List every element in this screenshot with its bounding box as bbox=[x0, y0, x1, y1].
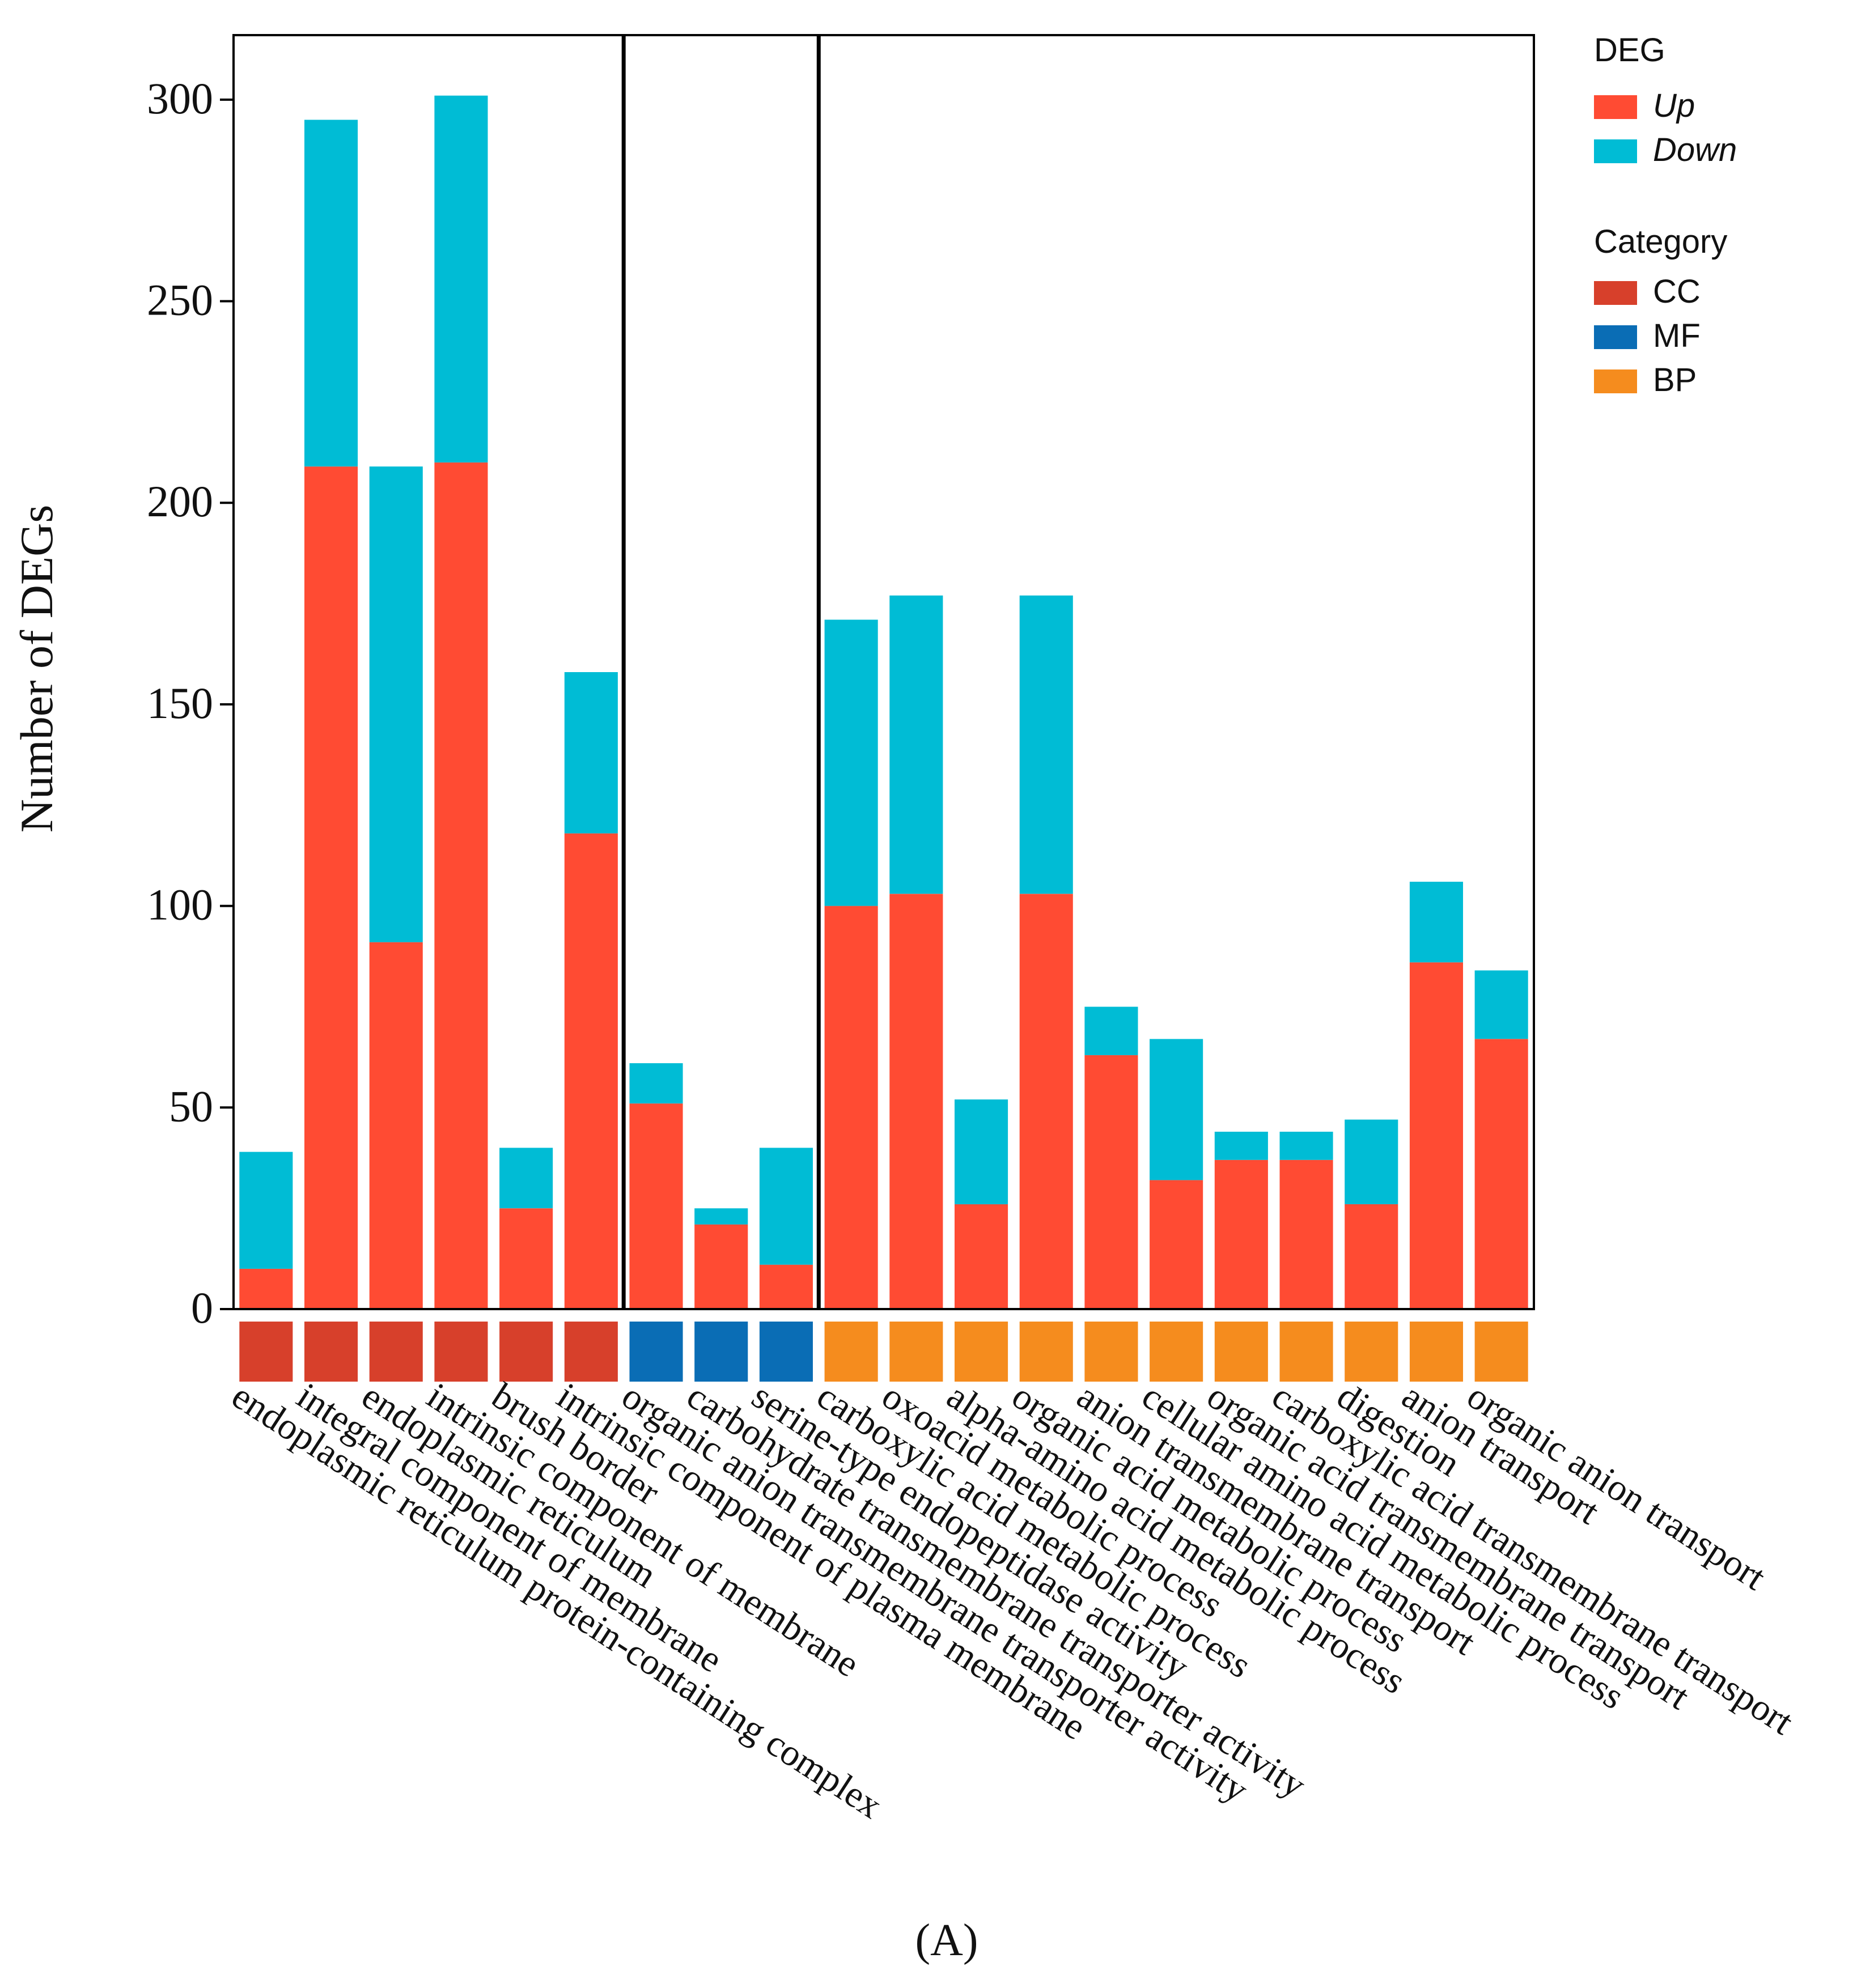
category-strip bbox=[239, 1322, 1528, 1382]
legend-label-bp: BP bbox=[1653, 362, 1697, 398]
category-cell-bp-13 bbox=[1019, 1322, 1073, 1382]
bar-down-19 bbox=[1409, 881, 1463, 963]
bar-down-11 bbox=[889, 595, 943, 894]
category-cell-cc-5 bbox=[499, 1322, 553, 1382]
category-cell-bp-12 bbox=[955, 1322, 1008, 1382]
legend-swatch-bp bbox=[1594, 369, 1637, 393]
category-cell-bp-16 bbox=[1214, 1322, 1268, 1382]
category-cell-mf-7 bbox=[629, 1322, 683, 1382]
category-cell-cc-2 bbox=[304, 1322, 358, 1382]
y-tick-label-200: 200 bbox=[147, 477, 213, 526]
bar-up-7 bbox=[629, 1103, 683, 1309]
bar-down-1 bbox=[239, 1152, 293, 1269]
bar-down-7 bbox=[629, 1063, 683, 1104]
category-cell-bp-17 bbox=[1279, 1322, 1333, 1382]
bar-down-13 bbox=[1019, 595, 1073, 894]
bar-down-15 bbox=[1150, 1039, 1203, 1180]
bar-down-2 bbox=[304, 120, 358, 467]
bar-up-15 bbox=[1150, 1180, 1203, 1309]
bar-up-9 bbox=[759, 1264, 813, 1309]
y-tick-label-100: 100 bbox=[147, 880, 213, 929]
bar-down-16 bbox=[1214, 1132, 1268, 1160]
legend-deg-title: DEG bbox=[1594, 32, 1665, 69]
bar-down-14 bbox=[1084, 1006, 1138, 1055]
legend-label-down: Down bbox=[1653, 131, 1737, 168]
bar-down-18 bbox=[1345, 1119, 1398, 1204]
bar-up-2 bbox=[304, 466, 358, 1310]
category-cell-bp-11 bbox=[889, 1322, 943, 1382]
legend-label-up: Up bbox=[1653, 87, 1695, 124]
legend-swatch-down bbox=[1594, 139, 1637, 163]
bar-up-4 bbox=[434, 462, 488, 1309]
bar-up-6 bbox=[564, 833, 618, 1309]
y-tick-label-150: 150 bbox=[147, 678, 213, 728]
legend: DEG Up Down Category CC MF BP bbox=[1594, 32, 1737, 398]
bar-down-17 bbox=[1279, 1132, 1333, 1160]
y-axis-label: Number of DEGs bbox=[11, 505, 62, 832]
bar-up-1 bbox=[239, 1268, 293, 1309]
plot-frame bbox=[232, 34, 1535, 1310]
bar-up-11 bbox=[889, 894, 943, 1309]
category-cell-cc-4 bbox=[434, 1322, 488, 1382]
category-cell-mf-9 bbox=[759, 1322, 813, 1382]
category-cell-bp-18 bbox=[1345, 1322, 1398, 1382]
category-cell-bp-15 bbox=[1150, 1322, 1203, 1382]
category-cell-bp-10 bbox=[824, 1322, 878, 1382]
figure-caption: (A) bbox=[915, 1915, 978, 1965]
bar-up-8 bbox=[694, 1224, 748, 1309]
bar-up-19 bbox=[1409, 962, 1463, 1309]
category-cell-cc-3 bbox=[369, 1322, 423, 1382]
legend-category-title: Category bbox=[1594, 223, 1727, 260]
bar-up-18 bbox=[1345, 1204, 1398, 1309]
bar-up-20 bbox=[1474, 1039, 1528, 1309]
legend-swatch-up bbox=[1594, 95, 1637, 119]
bar-up-14 bbox=[1084, 1055, 1138, 1309]
y-tick-label-0: 0 bbox=[191, 1283, 213, 1332]
category-cell-bp-14 bbox=[1084, 1322, 1138, 1382]
y-tick-label-250: 250 bbox=[147, 275, 213, 325]
bar-down-5 bbox=[499, 1148, 553, 1209]
y-tick-label-50: 50 bbox=[169, 1081, 213, 1131]
legend-label-cc: CC bbox=[1653, 273, 1701, 310]
bar-down-9 bbox=[759, 1148, 813, 1265]
bar-up-12 bbox=[955, 1204, 1008, 1309]
y-tick-label-300: 300 bbox=[147, 74, 213, 123]
bar-up-13 bbox=[1019, 894, 1073, 1309]
y-axis: 0 50 100 150 200 250 300 bbox=[147, 34, 1535, 1332]
bar-down-10 bbox=[824, 619, 878, 906]
bar-up-17 bbox=[1279, 1159, 1333, 1309]
bar-down-3 bbox=[369, 466, 423, 942]
bar-down-20 bbox=[1474, 970, 1528, 1039]
bar-down-4 bbox=[434, 95, 488, 463]
bar-up-3 bbox=[369, 942, 423, 1309]
category-cell-cc-6 bbox=[564, 1322, 618, 1382]
bar-down-6 bbox=[564, 672, 618, 834]
x-tick-labels: endoplasmic reticulum protein-containing… bbox=[224, 1375, 1800, 1826]
bars-layer bbox=[239, 95, 1528, 1310]
category-cell-mf-8 bbox=[694, 1322, 748, 1382]
bar-down-8 bbox=[694, 1208, 748, 1225]
bar-down-12 bbox=[955, 1099, 1008, 1205]
bar-up-10 bbox=[824, 906, 878, 1309]
legend-swatch-cc bbox=[1594, 281, 1637, 305]
legend-swatch-mf bbox=[1594, 325, 1637, 349]
legend-label-mf: MF bbox=[1653, 317, 1701, 354]
bar-up-5 bbox=[499, 1208, 553, 1309]
category-cell-cc-1 bbox=[239, 1322, 293, 1382]
bar-up-16 bbox=[1214, 1159, 1268, 1309]
category-cell-bp-19 bbox=[1409, 1322, 1463, 1382]
category-cell-bp-20 bbox=[1474, 1322, 1528, 1382]
